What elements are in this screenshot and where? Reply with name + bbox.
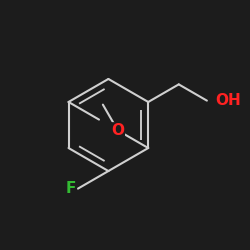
Text: OH: OH [215,93,241,108]
Text: O: O [111,123,124,138]
Text: F: F [66,181,76,196]
